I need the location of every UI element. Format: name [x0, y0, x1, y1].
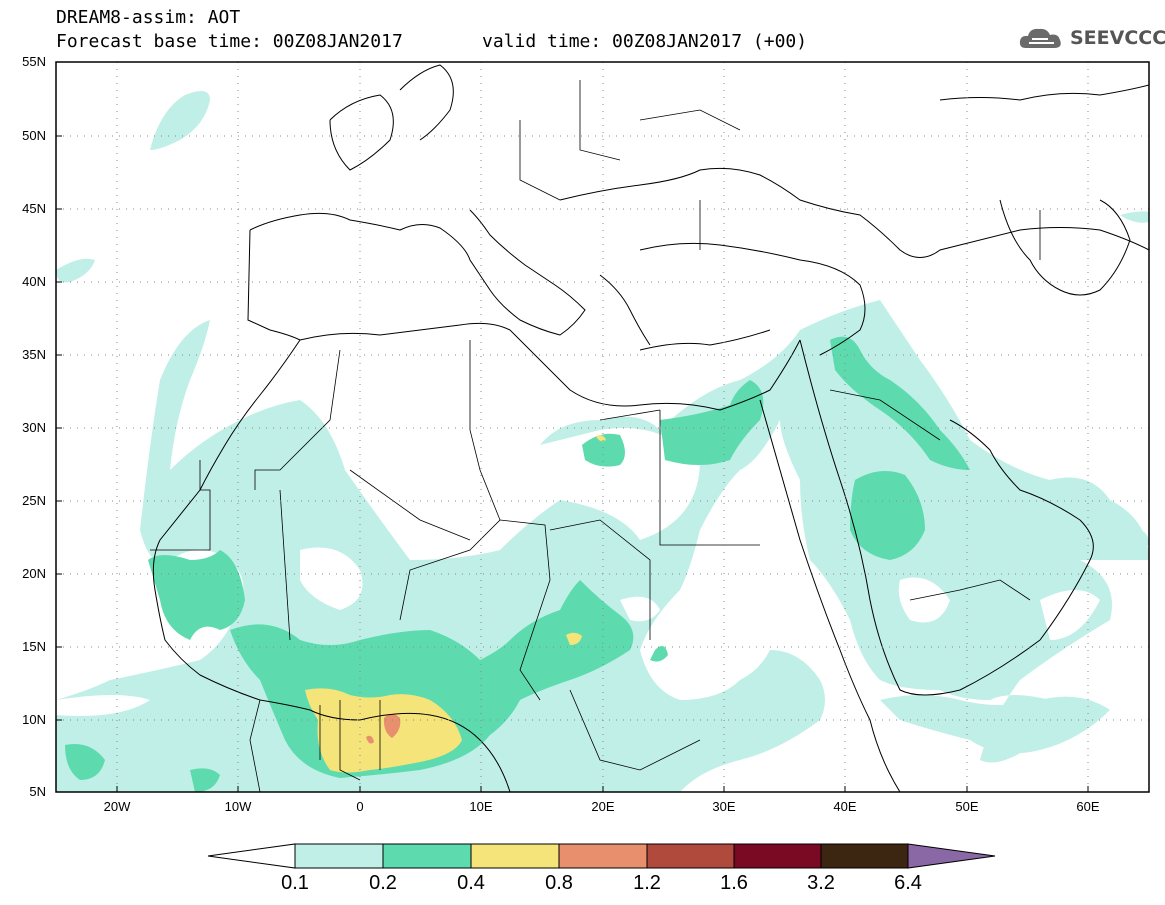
lon-label: 0 [335, 799, 385, 814]
colorbar-label: 0.1 [265, 872, 325, 895]
colorbar-label: 1.6 [704, 872, 764, 895]
lon-label: 10W [213, 799, 263, 814]
aot-map [0, 0, 1165, 905]
colorbar-swatch-3.2 [821, 844, 908, 868]
lon-label: 10E [456, 799, 506, 814]
lon-label: 40E [820, 799, 870, 814]
colorbar-label: 0.4 [441, 872, 501, 895]
lat-label: 10N [10, 712, 46, 727]
colorbar-swatch-1.6 [734, 844, 821, 868]
colorbar-label: 3.2 [791, 872, 851, 895]
colorbar-label: 1.2 [617, 872, 677, 895]
lon-label: 60E [1063, 799, 1113, 814]
lat-label: 55N [10, 54, 46, 69]
colorbar-label: 0.2 [353, 872, 413, 895]
colorbar-label: 0.8 [529, 872, 589, 895]
colorbar-swatch-1.2 [647, 844, 734, 868]
lat-label: 15N [10, 639, 46, 654]
colorbar-swatch-0.8 [559, 844, 647, 868]
colorbar [208, 844, 995, 868]
lon-label: 30E [699, 799, 749, 814]
lon-label: 20W [92, 799, 142, 814]
lat-label: 20N [10, 566, 46, 581]
lat-label: 50N [10, 128, 46, 143]
colorbar-below-arrow [208, 844, 295, 868]
lat-label: 45N [10, 201, 46, 216]
lat-label: 40N [10, 274, 46, 289]
lat-label: 5N [10, 784, 46, 799]
colorbar-swatch-0.2 [383, 844, 471, 868]
colorbar-above-arrow [908, 844, 995, 868]
lat-label: 25N [10, 493, 46, 508]
colorbar-swatch-0.1 [295, 844, 383, 868]
colorbar-swatch-0.4 [471, 844, 559, 868]
lon-label: 20E [578, 799, 628, 814]
lat-label: 30N [10, 420, 46, 435]
lon-label: 50E [942, 799, 992, 814]
colorbar-label: 6.4 [878, 872, 938, 895]
lat-label: 35N [10, 347, 46, 362]
